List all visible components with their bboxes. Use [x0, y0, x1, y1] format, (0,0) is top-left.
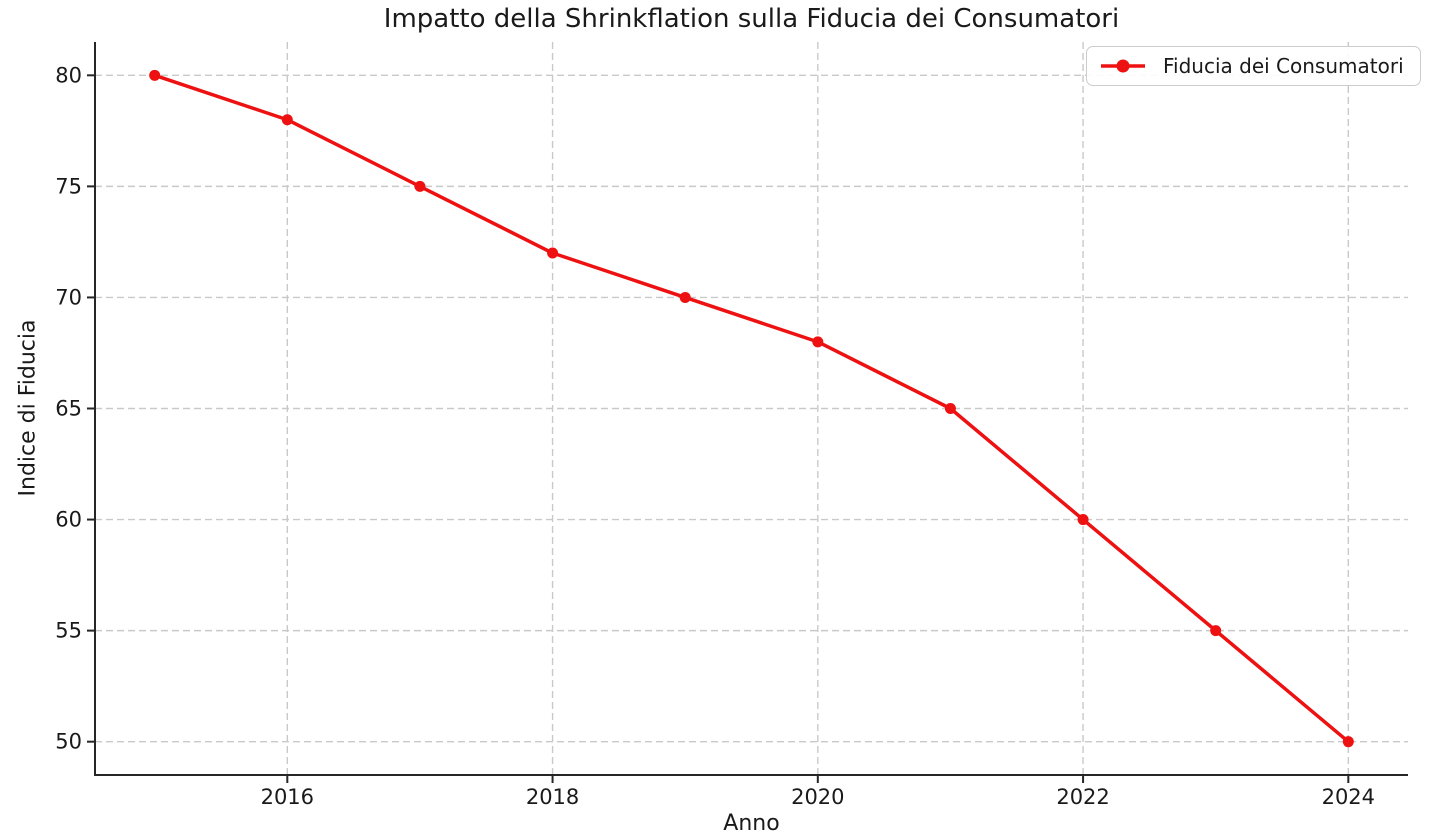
x-axis-label: Anno — [723, 811, 780, 836]
data-point — [1077, 514, 1089, 526]
y-tick-label: 70 — [55, 285, 82, 309]
data-points — [149, 69, 1354, 748]
tick-marks — [87, 74, 1350, 783]
data-point — [1210, 625, 1222, 637]
y-tick-label: 80 — [55, 63, 82, 87]
legend: Fiducia dei Consumatori — [1086, 46, 1421, 86]
grid-lines — [95, 42, 1408, 775]
y-tick-label: 60 — [55, 508, 82, 532]
data-point — [812, 336, 824, 348]
data-point — [1342, 736, 1354, 748]
y-tick-label: 50 — [55, 730, 82, 754]
y-tick-label: 75 — [55, 174, 82, 198]
y-axis-label: Indice di Fiducia — [15, 319, 41, 497]
legend-line-marker-icon — [1101, 59, 1145, 73]
x-tick-label: 2018 — [526, 785, 579, 809]
data-point — [149, 69, 161, 81]
data-point — [547, 247, 559, 259]
x-tick-label: 2022 — [1056, 785, 1109, 809]
x-tick-labels: 2016 2018 2020 2022 2024 — [261, 785, 1375, 809]
data-point — [679, 291, 691, 303]
x-tick-label: 2016 — [261, 785, 314, 809]
y-tick-label: 55 — [55, 619, 82, 643]
data-point — [944, 403, 956, 414]
data-point — [414, 180, 426, 192]
y-tick-labels: 50 55 60 65 70 75 80 — [55, 63, 82, 753]
y-tick-label: 65 — [55, 397, 82, 421]
x-tick-label: 2020 — [791, 785, 844, 809]
legend-label: Fiducia dei Consumatori — [1163, 54, 1404, 78]
x-tick-label: 2024 — [1322, 785, 1375, 809]
data-point — [281, 114, 293, 126]
data-line — [152, 73, 1351, 744]
chart-title: Impatto della Shrinkflation sulla Fiduci… — [383, 4, 1120, 34]
